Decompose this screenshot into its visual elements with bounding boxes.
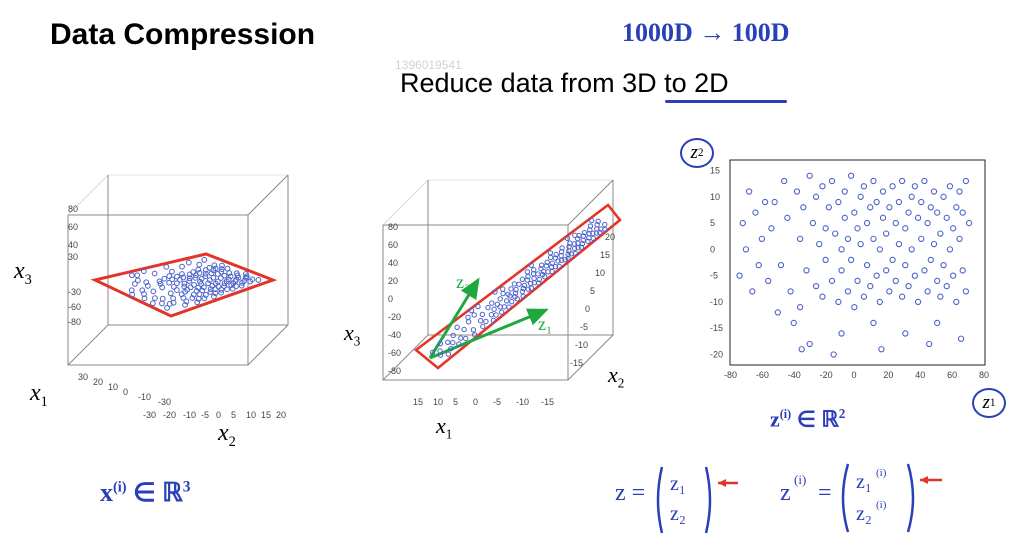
plot-left-x1-label: x1 bbox=[30, 380, 48, 411]
svg-text:0: 0 bbox=[473, 397, 478, 407]
svg-text:0: 0 bbox=[216, 410, 221, 420]
svg-text:30: 30 bbox=[68, 252, 78, 262]
svg-text:0: 0 bbox=[123, 387, 128, 397]
svg-text:15: 15 bbox=[600, 250, 610, 260]
subtitle-underline bbox=[665, 100, 787, 103]
watermark: 1396019541 bbox=[395, 58, 462, 72]
svg-text:-10: -10 bbox=[575, 340, 588, 350]
plot-mid-x3-label: x3 bbox=[344, 320, 360, 349]
svg-text:z: z bbox=[780, 480, 791, 506]
annotation-x-in-r3: x(i) ∈ ℝ3 bbox=[100, 478, 191, 508]
plot-3d-middle: z₁ z₂ 806040200-20-40-60-80 20151050-5-1… bbox=[338, 160, 648, 445]
svg-text:-10: -10 bbox=[710, 297, 723, 307]
plot-2d: -80 -60 -40 -20 0 20 40 60 80 -20 -15 -10 -5 0 5 10 15 bbox=[702, 152, 995, 394]
svg-text:-60: -60 bbox=[756, 370, 769, 380]
svg-text:40: 40 bbox=[68, 240, 78, 250]
svg-text:-80: -80 bbox=[388, 366, 401, 376]
svg-text:-10: -10 bbox=[516, 397, 529, 407]
plot-2d-z2-label: z2 bbox=[680, 138, 714, 168]
svg-text:80: 80 bbox=[68, 204, 78, 214]
svg-text:-5: -5 bbox=[580, 322, 588, 332]
svg-text:40: 40 bbox=[915, 370, 925, 380]
svg-text:-40: -40 bbox=[388, 330, 401, 340]
svg-text:-15: -15 bbox=[570, 358, 583, 368]
svg-text:5: 5 bbox=[231, 410, 236, 420]
svg-text:20: 20 bbox=[388, 276, 398, 286]
svg-text:60: 60 bbox=[68, 222, 78, 232]
svg-text:-10: -10 bbox=[183, 410, 196, 420]
svg-text:60: 60 bbox=[947, 370, 957, 380]
svg-text:-15: -15 bbox=[710, 323, 723, 333]
svg-text:z₁: z₁ bbox=[538, 314, 552, 334]
svg-text:z₂: z₂ bbox=[670, 503, 686, 525]
plot-left-x2-label: x2 bbox=[218, 420, 236, 451]
svg-text:z =: z = bbox=[615, 480, 645, 506]
svg-text:-40: -40 bbox=[788, 370, 801, 380]
annotation-z-vector: z = z₁ z₂ bbox=[610, 455, 770, 545]
handwriting-dim-reduction: 1000D → 100D bbox=[622, 18, 790, 48]
plot-2d-z1-label: z1 bbox=[972, 388, 1006, 418]
svg-text:-5: -5 bbox=[710, 271, 718, 281]
svg-text:-20: -20 bbox=[820, 370, 833, 380]
svg-text:20: 20 bbox=[605, 232, 615, 242]
svg-text:20: 20 bbox=[93, 377, 103, 387]
slide-title: Data Compression bbox=[50, 18, 315, 52]
svg-text:-60: -60 bbox=[388, 348, 401, 358]
svg-text:(i): (i) bbox=[876, 499, 887, 511]
svg-text:40: 40 bbox=[388, 258, 398, 268]
svg-text:-30: -30 bbox=[68, 287, 81, 297]
svg-text:-80: -80 bbox=[68, 317, 81, 327]
svg-text:0: 0 bbox=[388, 294, 393, 304]
annotation-zi-vector: z (i) = z₁ (i) z₂ (i) bbox=[780, 450, 1000, 545]
svg-text:-20: -20 bbox=[710, 349, 723, 359]
svg-text:-30: -30 bbox=[143, 410, 156, 420]
svg-text:0: 0 bbox=[710, 244, 715, 254]
svg-text:5: 5 bbox=[590, 286, 595, 296]
svg-text:z₂: z₂ bbox=[456, 272, 470, 292]
svg-text:0: 0 bbox=[585, 304, 590, 314]
svg-text:z₁: z₁ bbox=[856, 471, 872, 493]
svg-text:-5: -5 bbox=[493, 397, 501, 407]
svg-text:-60: -60 bbox=[68, 302, 81, 312]
svg-text:10: 10 bbox=[595, 268, 605, 278]
svg-text:15: 15 bbox=[261, 410, 271, 420]
svg-text:(i): (i) bbox=[794, 472, 806, 487]
svg-text:10: 10 bbox=[710, 192, 720, 202]
svg-text:-10: -10 bbox=[138, 392, 151, 402]
svg-text:-20: -20 bbox=[163, 410, 176, 420]
svg-text:5: 5 bbox=[710, 218, 715, 228]
svg-text:80: 80 bbox=[979, 370, 989, 380]
plot-3d-left: 80604030 -30-60-80 3020100-10-30 -30-20-… bbox=[23, 150, 328, 425]
svg-text:-5: -5 bbox=[201, 410, 209, 420]
svg-text:-20: -20 bbox=[388, 312, 401, 322]
svg-text:10: 10 bbox=[433, 397, 443, 407]
plot-left-x3-label: x3 bbox=[14, 258, 32, 289]
svg-text:-15: -15 bbox=[541, 397, 554, 407]
svg-text:15: 15 bbox=[710, 166, 720, 176]
plot-mid-x2-label: x2 bbox=[608, 362, 624, 391]
svg-text:z₁: z₁ bbox=[670, 473, 686, 495]
svg-text:0: 0 bbox=[852, 370, 857, 380]
svg-text:-30: -30 bbox=[158, 397, 171, 407]
svg-text:(i): (i) bbox=[876, 467, 887, 479]
svg-text:10: 10 bbox=[108, 382, 118, 392]
svg-text:5: 5 bbox=[453, 397, 458, 407]
svg-text:60: 60 bbox=[388, 240, 398, 250]
slide-subtitle: Reduce data from 3D to 2D bbox=[400, 68, 729, 99]
plot-mid-x1-label: x1 bbox=[436, 413, 452, 442]
annotation-z-in-r2: z(i) ∈ ℝ2 bbox=[770, 406, 845, 432]
svg-text:15: 15 bbox=[413, 397, 423, 407]
svg-text:=: = bbox=[818, 480, 832, 506]
svg-text:10: 10 bbox=[246, 410, 256, 420]
svg-text:z₂: z₂ bbox=[856, 503, 872, 525]
svg-text:80: 80 bbox=[388, 222, 398, 232]
svg-text:-80: -80 bbox=[724, 370, 737, 380]
svg-text:20: 20 bbox=[883, 370, 893, 380]
svg-text:30: 30 bbox=[78, 372, 88, 382]
svg-text:20: 20 bbox=[276, 410, 286, 420]
